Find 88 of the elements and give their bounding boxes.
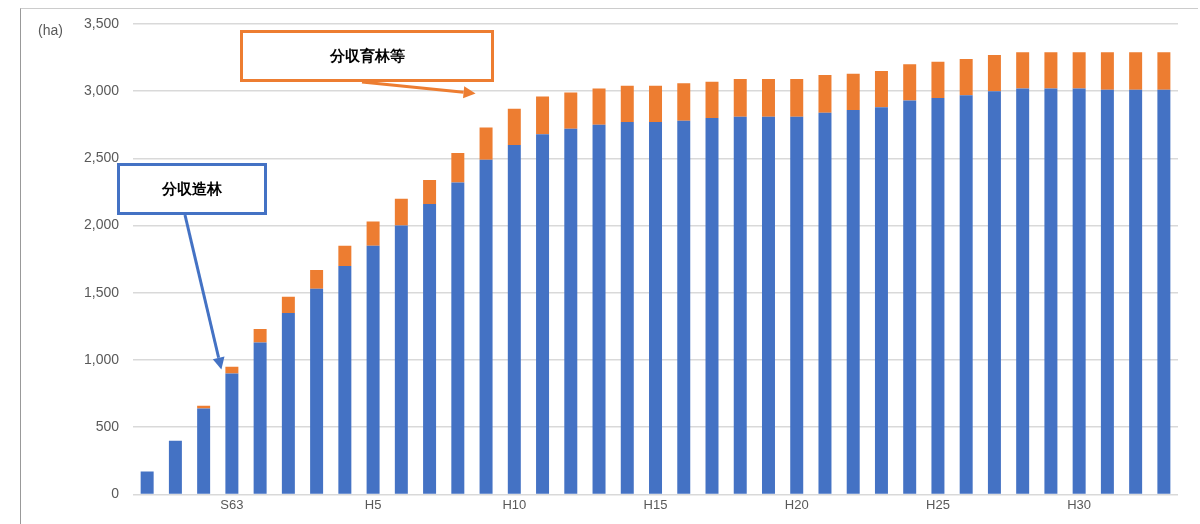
- bar: [281, 312, 295, 494]
- x-tick-label: H15: [643, 496, 668, 512]
- bar: [818, 112, 832, 494]
- bar: [479, 159, 493, 494]
- bar: [536, 96, 550, 135]
- bar: [507, 108, 521, 145]
- bar: [733, 79, 747, 117]
- bar: [394, 198, 408, 226]
- bar: [1157, 52, 1171, 90]
- x-tick-label: H5: [364, 496, 382, 512]
- bar: [1157, 89, 1171, 494]
- bar: [1100, 89, 1114, 494]
- y-tick-label: 0: [111, 485, 120, 502]
- bar: [987, 54, 1001, 92]
- bar: [253, 329, 267, 343]
- bar: [790, 79, 804, 117]
- y-tick-label: 3,500: [83, 14, 120, 31]
- bar: [677, 120, 691, 494]
- bar: [1016, 88, 1030, 494]
- bar: [790, 116, 804, 494]
- bar: [394, 225, 408, 494]
- bar: [649, 85, 663, 123]
- y-tick-label: 3,000: [83, 82, 120, 99]
- bar: [168, 440, 182, 494]
- text: 分収造林: [162, 179, 222, 198]
- bar: [705, 81, 719, 119]
- bar: [197, 408, 211, 494]
- bar: [931, 61, 945, 98]
- x-tick-label: H25: [926, 496, 950, 512]
- bar: [733, 116, 747, 494]
- bar: [507, 144, 521, 494]
- bar: [310, 269, 324, 289]
- bar: [1016, 52, 1030, 89]
- y-tick-label: 500: [95, 418, 120, 435]
- bar: [479, 127, 493, 160]
- y-tick-label: 2,000: [83, 216, 120, 233]
- bar: [959, 58, 973, 96]
- bar: [225, 373, 239, 494]
- text: 分収育林等: [240, 30, 494, 82]
- bar: [620, 85, 634, 123]
- bar: [338, 265, 352, 494]
- bar: [1129, 52, 1143, 90]
- bar: [423, 179, 437, 205]
- bar: [338, 245, 352, 266]
- x-tick-label: H20: [784, 496, 809, 512]
- bar: [931, 97, 945, 494]
- bar: [1129, 89, 1143, 494]
- bar: [366, 221, 380, 246]
- bar: [1100, 52, 1114, 90]
- bar: [874, 107, 888, 494]
- y-axis-title: (ha): [38, 22, 63, 38]
- bar: [649, 122, 663, 494]
- bar: [818, 75, 832, 113]
- bar: [620, 122, 634, 494]
- bar: [536, 134, 550, 494]
- bar: [310, 288, 324, 494]
- bar: [677, 83, 691, 121]
- x-tick-label: H30: [1067, 496, 1092, 512]
- y-tick-label: 1,500: [83, 283, 120, 300]
- bar: [987, 91, 1001, 494]
- bar: [1044, 52, 1058, 89]
- bar: [423, 204, 437, 494]
- bar: [1072, 52, 1086, 89]
- bar: [1044, 88, 1058, 494]
- bar: [366, 245, 380, 494]
- bar: [564, 92, 578, 129]
- bar: [1072, 88, 1086, 494]
- bar: [874, 71, 888, 108]
- bar: [846, 73, 860, 111]
- y-tick-label: 1,000: [83, 350, 120, 367]
- bar: [903, 100, 917, 494]
- bar: [959, 95, 973, 494]
- bar: [140, 471, 154, 494]
- bar: [564, 128, 578, 494]
- bar: [281, 296, 295, 313]
- bar: [761, 79, 775, 117]
- x-tick-label: H10: [502, 496, 527, 512]
- y-tick-label: 2,500: [83, 149, 120, 166]
- bar: [761, 116, 775, 494]
- bar: [705, 118, 719, 494]
- bar: [846, 110, 860, 494]
- bar: [592, 88, 606, 125]
- bar: [903, 64, 917, 101]
- bar: [592, 124, 606, 494]
- bar: [451, 153, 465, 183]
- bar: [253, 342, 267, 494]
- bar: [451, 182, 465, 494]
- x-tick-label: S63: [220, 496, 244, 512]
